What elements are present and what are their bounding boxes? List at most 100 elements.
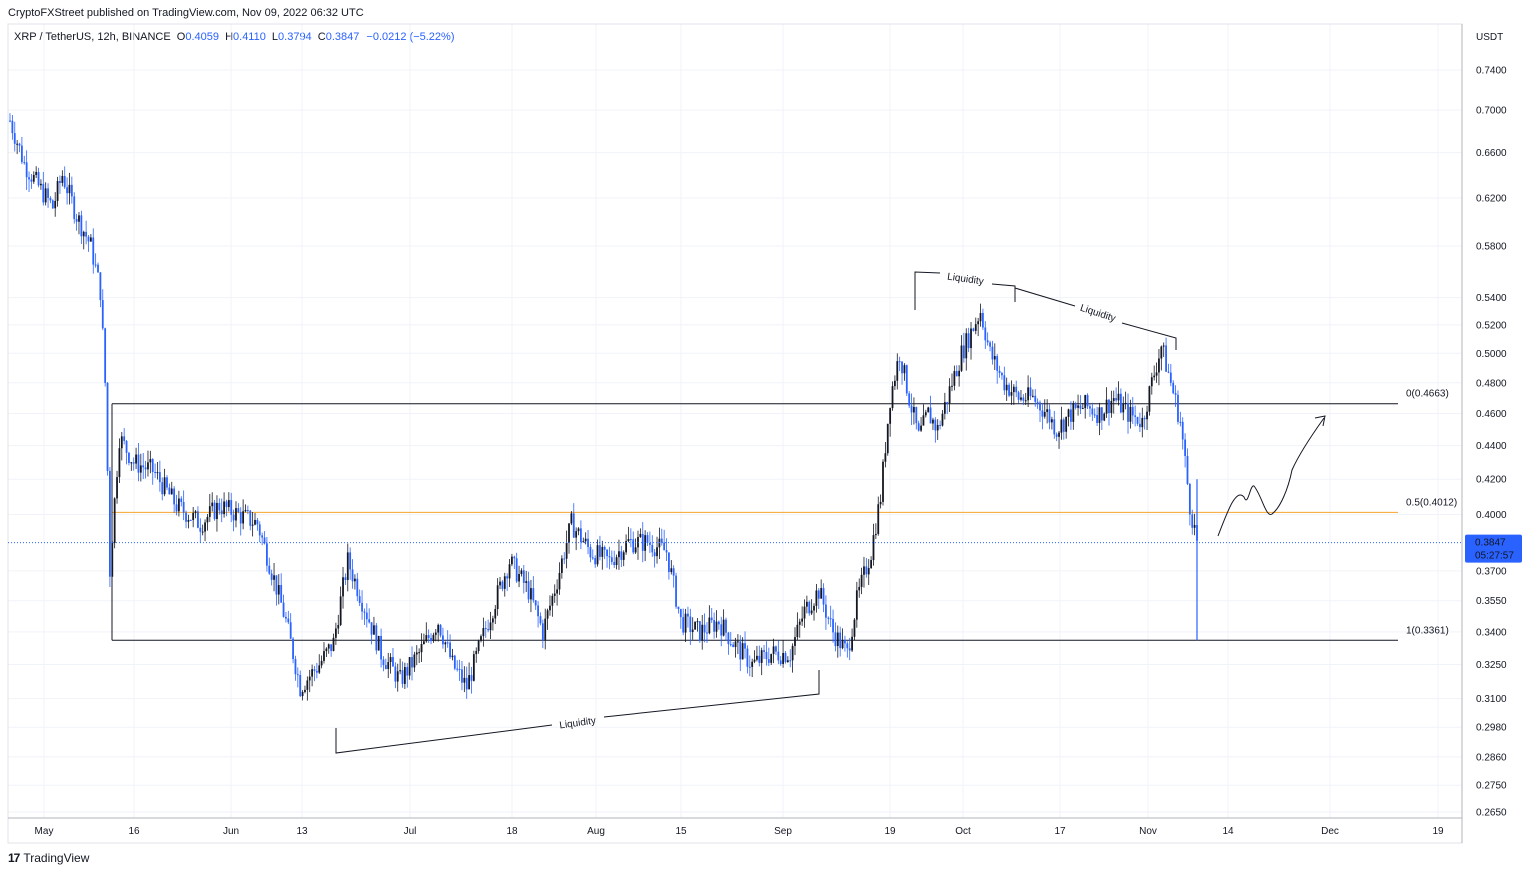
candle-body <box>751 661 754 667</box>
y-tick-label: 0.3700 <box>1476 566 1507 577</box>
candle-body <box>1148 386 1151 412</box>
liquidity-line-bottom-b[interactable] <box>603 670 820 718</box>
candle-body <box>256 519 259 525</box>
candle-body <box>389 657 392 663</box>
candle-body <box>577 528 580 532</box>
candle-body <box>565 542 568 559</box>
candle-body <box>865 566 868 575</box>
candle-body <box>934 419 937 431</box>
liquidity-line-top-right-b[interactable] <box>1121 322 1177 350</box>
candle-body <box>308 676 311 681</box>
candle-body <box>489 622 492 631</box>
candle-body <box>320 660 323 666</box>
candle-body <box>820 588 823 599</box>
candle-body <box>951 385 953 387</box>
brand-text: TradingView <box>23 851 90 865</box>
y-tick-label: 0.5200 <box>1476 320 1507 331</box>
candle-body <box>646 535 649 544</box>
liquidity-line-top-left[interactable] <box>914 271 941 310</box>
candle-body <box>1112 398 1115 401</box>
candle-body <box>1172 382 1175 394</box>
candle-body <box>603 547 606 550</box>
candle-body <box>194 511 197 513</box>
candle-body <box>158 472 161 483</box>
candle-body <box>905 365 908 394</box>
candle-body <box>872 535 875 561</box>
fib-label: 0(0.4663) <box>1406 389 1449 400</box>
candle-body <box>886 423 889 454</box>
fib-levels[interactable]: 0(0.4663) 0.5(0.4012) 1(0.3361) <box>111 389 1457 641</box>
candle-body <box>111 543 114 577</box>
candle-body <box>648 543 651 545</box>
candle-body <box>958 370 961 377</box>
candle-body <box>1046 409 1049 412</box>
candle-body <box>161 482 164 495</box>
candle-body <box>1141 417 1144 428</box>
y-tick-label: 0.7000 <box>1476 106 1507 117</box>
candle-body <box>337 624 340 629</box>
candle-body <box>1091 408 1094 415</box>
candle-body <box>54 200 57 209</box>
candle-body <box>708 617 711 634</box>
symbol-label[interactable]: XRP / TetherUS, 12h, BINANCE <box>14 31 171 43</box>
candle-body <box>220 510 223 515</box>
candles <box>8 113 1462 701</box>
candle-body <box>675 575 677 607</box>
candle-body <box>468 675 471 690</box>
candle-body <box>599 545 601 557</box>
liquidity-label: Liquidity <box>559 716 597 732</box>
projection-path[interactable] <box>1217 417 1325 537</box>
candle-body <box>56 181 59 201</box>
candle-body <box>235 508 237 521</box>
candle-body <box>641 533 644 551</box>
candle-body <box>123 436 126 441</box>
candle-body <box>330 644 333 651</box>
candle-body <box>365 612 368 620</box>
candle-body <box>258 524 261 536</box>
candle-body <box>898 361 901 363</box>
candle-body <box>480 636 482 641</box>
candle-body <box>589 547 592 558</box>
candle-body <box>822 588 825 605</box>
y-axis: 0.7400 0.7000 0.6600 0.6200 0.5800 0.5400 0.52… <box>1476 32 1507 819</box>
candle-body <box>254 519 256 525</box>
candle-body <box>197 511 199 528</box>
liquidity-line-top-right-a[interactable] <box>1014 287 1076 307</box>
candle-body <box>1084 395 1087 409</box>
y-tick-label: 0.5400 <box>1476 293 1507 304</box>
candle-body <box>401 670 404 684</box>
candle-body <box>622 552 625 560</box>
candle-body <box>261 535 264 538</box>
candle-body <box>860 574 863 587</box>
candle-body <box>204 522 206 532</box>
low-key: L <box>271 31 279 43</box>
candle-body <box>280 585 283 603</box>
candle-body <box>627 539 630 542</box>
candle-body <box>1110 400 1113 414</box>
candle-body <box>629 539 632 541</box>
candle-body <box>109 470 111 577</box>
price-badge-value: 0.3847 <box>1475 538 1506 549</box>
candle-body <box>967 333 970 349</box>
candle-body <box>1024 400 1027 402</box>
tradingview-brand[interactable]: 17 TradingView <box>8 851 89 865</box>
candle-body <box>1181 421 1184 440</box>
ohlc-legend: XRP / TetherUS, 12h, BINANCE O0.4059 H0.… <box>14 31 455 43</box>
candle-body <box>444 642 447 645</box>
liquidity-line-bottom-a[interactable] <box>335 724 553 754</box>
candle-body <box>237 508 240 513</box>
candle-body <box>370 622 373 635</box>
candle-body <box>1020 397 1022 400</box>
candle-body <box>729 644 732 646</box>
close-key: C <box>317 31 326 43</box>
candle-body <box>1074 403 1077 408</box>
candle-body <box>1169 372 1172 383</box>
candle-body <box>339 596 342 625</box>
candle-body <box>1067 409 1070 417</box>
candle-body <box>962 345 965 359</box>
candle-body <box>846 643 849 649</box>
candle-body <box>251 524 254 526</box>
liquidity-line-top-left-end[interactable] <box>991 283 1016 302</box>
candle-body <box>943 402 946 414</box>
